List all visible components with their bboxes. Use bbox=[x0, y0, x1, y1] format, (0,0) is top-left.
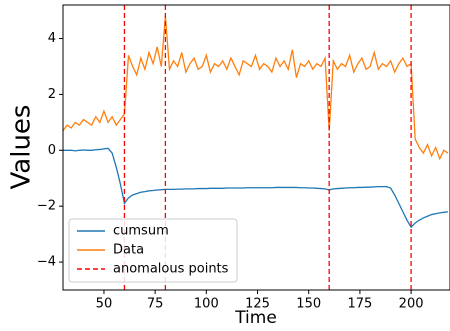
x-tick-label: 175 bbox=[347, 297, 372, 312]
x-tick-label: 200 bbox=[399, 297, 424, 312]
line-series bbox=[63, 147, 449, 229]
plot bbox=[63, 5, 449, 290]
legend-label: cumsum bbox=[113, 224, 169, 239]
y-tick-label: 2 bbox=[48, 87, 56, 102]
x-axis-label: Time bbox=[234, 308, 277, 328]
y-axis-label: Values bbox=[7, 105, 37, 190]
plot-frame bbox=[62, 4, 450, 291]
y-tick-label: 4 bbox=[48, 31, 56, 46]
x-tick-label: 125 bbox=[245, 297, 270, 312]
y-tick-label: −2 bbox=[37, 199, 56, 214]
legend-label: anomalous points bbox=[113, 262, 229, 277]
x-tick-label: 50 bbox=[96, 297, 113, 312]
line-series bbox=[63, 16, 449, 161]
x-tick-label: 100 bbox=[194, 297, 219, 312]
y-tick-label: 0 bbox=[48, 143, 56, 158]
x-tick-label: 150 bbox=[296, 297, 321, 312]
legend-label: Data bbox=[113, 243, 144, 258]
y-tick-label: −4 bbox=[37, 255, 56, 270]
x-tick-label: 75 bbox=[147, 297, 164, 312]
legend-box bbox=[68, 218, 238, 283]
